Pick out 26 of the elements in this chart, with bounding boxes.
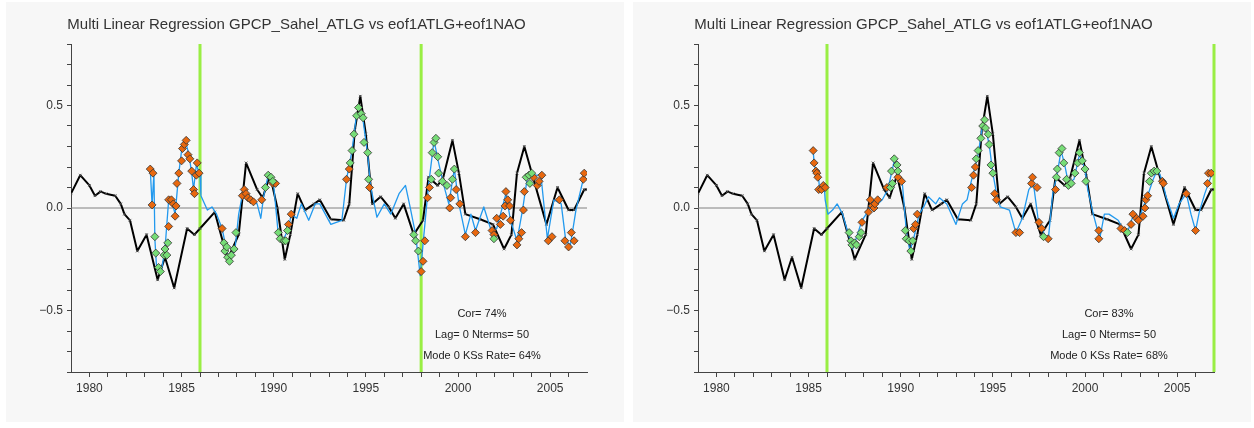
annotation: Cor= 74% [457,307,507,320]
y-tick-label: 0.5 [673,97,691,112]
x-tick-label: 1985 [168,380,196,395]
chart-title: Multi Linear Regression GPCP_Sahel_ATLG vs eof1ATLG+eof1NAO [67,15,526,33]
annotation: Mode 0 KSs Rate= 64% [423,349,542,362]
x-tick-label: 1980 [703,380,731,395]
annotation: Mode 0 KSs Rate= 68% [1050,349,1169,362]
y-tick-label: 0.0 [673,200,691,215]
x-tick-label: 2000 [444,380,472,395]
y-tick-label: −0.5 [666,302,691,317]
x-tick-label: 1980 [76,380,104,395]
annotation: Lag= 0 Nterms= 50 [1061,328,1157,341]
chart-title: Multi Linear Regression GPCP_Sahel_ATLG vs eof1ATLG+eof1NAO [694,15,1153,33]
y-tick-label: 0.0 [46,200,64,215]
x-tick-label: 1995 [979,380,1007,395]
y-tick-label: −0.5 [39,302,64,317]
x-tick-label: 1995 [352,380,380,395]
annotation: Cor= 83% [1084,307,1134,320]
x-tick-label: 2005 [1163,380,1191,395]
y-tick-label: 0.5 [46,97,64,112]
x-tick-label: 2005 [536,380,564,395]
x-tick-label: 1985 [795,380,823,395]
x-tick-label: 1990 [260,380,288,395]
x-tick-label: 2000 [1071,380,1099,395]
x-tick-label: 1990 [887,380,915,395]
annotation: Lag= 0 Nterms= 50 [434,328,530,341]
